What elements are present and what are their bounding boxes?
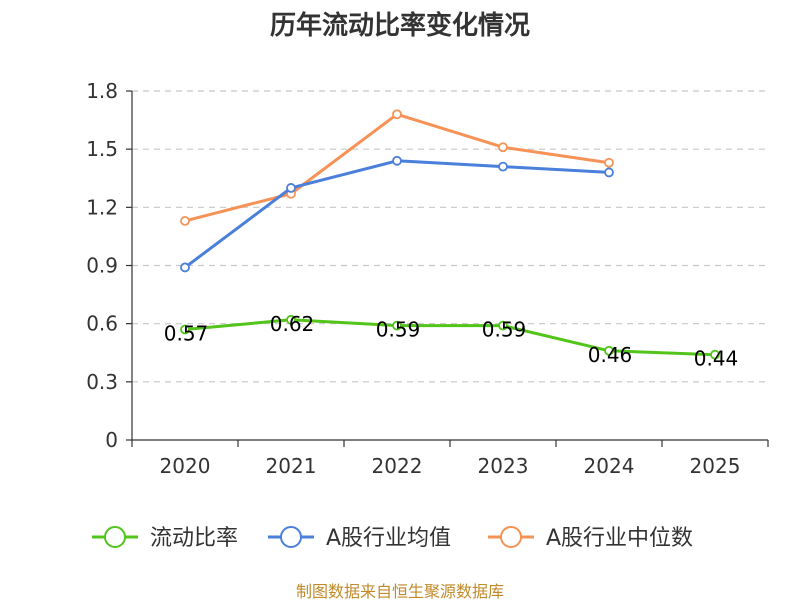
- legend-label: A股行业中位数: [546, 526, 693, 551]
- series-line: [184, 159, 610, 269]
- x-tick-label: 2022: [372, 454, 423, 478]
- y-tick-label: 0.6: [86, 312, 118, 336]
- data-point: [180, 262, 190, 273]
- chart-title: 历年流动比率变化情况: [269, 11, 530, 41]
- series-0: [180, 314, 720, 360]
- series-1: [180, 155, 614, 273]
- x-tick-labels: 2020 2021 2022 2023 2024 2025: [160, 454, 741, 478]
- x-tick-label: 2020: [160, 454, 211, 478]
- data-point: [498, 320, 508, 331]
- data-point: [286, 314, 296, 325]
- data-label: 0.59: [376, 318, 421, 342]
- y-tick-label: 1.2: [86, 195, 118, 219]
- data-point: [180, 324, 190, 335]
- data-point: [604, 157, 614, 168]
- data-label: 0.59: [482, 318, 527, 342]
- data-label: 0.62: [270, 312, 315, 336]
- data-point: [286, 183, 296, 193]
- data-point: [604, 345, 614, 356]
- grid-lines: [132, 90, 768, 383]
- legend-swatch-marker: [280, 526, 302, 548]
- y-tick-label: 1.5: [86, 137, 118, 161]
- legend: 流动比率 A股行业均值 A股行业中位数: [92, 526, 693, 551]
- x-tick-label: 2021: [266, 454, 317, 478]
- data-point: [392, 155, 402, 166]
- legend-label: A股行业均值: [326, 526, 451, 551]
- data-point: [392, 109, 402, 120]
- y-tick-label: 0.9: [86, 254, 118, 278]
- source-note: 制图数据来自恒生聚源数据库: [295, 582, 504, 601]
- x-tick-label: 2024: [584, 454, 635, 478]
- data-label: 0.44: [694, 347, 739, 371]
- y-tick-labels: 0 0.3 0.6 0.9 1.2 1.5 1.8: [86, 79, 118, 452]
- data-point: [498, 161, 508, 172]
- data-point: [392, 320, 402, 331]
- legend-item: A股行业中位数: [488, 526, 693, 551]
- series-2: [180, 109, 614, 226]
- data-label: 0.57: [164, 321, 209, 345]
- y-tick-label: 0.3: [86, 370, 118, 394]
- x-tick-label: 2023: [478, 454, 529, 478]
- data-labels: 0.57 0.62 0.59 0.59 0.46 0.44: [164, 312, 739, 371]
- series-line: [184, 318, 716, 357]
- data-point: [498, 142, 508, 153]
- data-label: 0.46: [588, 343, 633, 367]
- x-tick-label: 2025: [690, 454, 741, 478]
- legend-swatch-marker: [500, 526, 522, 548]
- data-point: [180, 216, 190, 226]
- y-tick-label: 0: [105, 428, 118, 452]
- series: [180, 109, 720, 360]
- legend-item: 流动比率: [92, 526, 238, 551]
- data-point: [710, 349, 720, 360]
- y-tick-label: 1.8: [86, 79, 118, 103]
- axes: [126, 90, 769, 447]
- data-point: [604, 167, 614, 178]
- legend-swatch-marker: [104, 526, 126, 548]
- legend-label: 流动比率: [150, 526, 238, 551]
- legend-item: A股行业均值: [268, 526, 451, 551]
